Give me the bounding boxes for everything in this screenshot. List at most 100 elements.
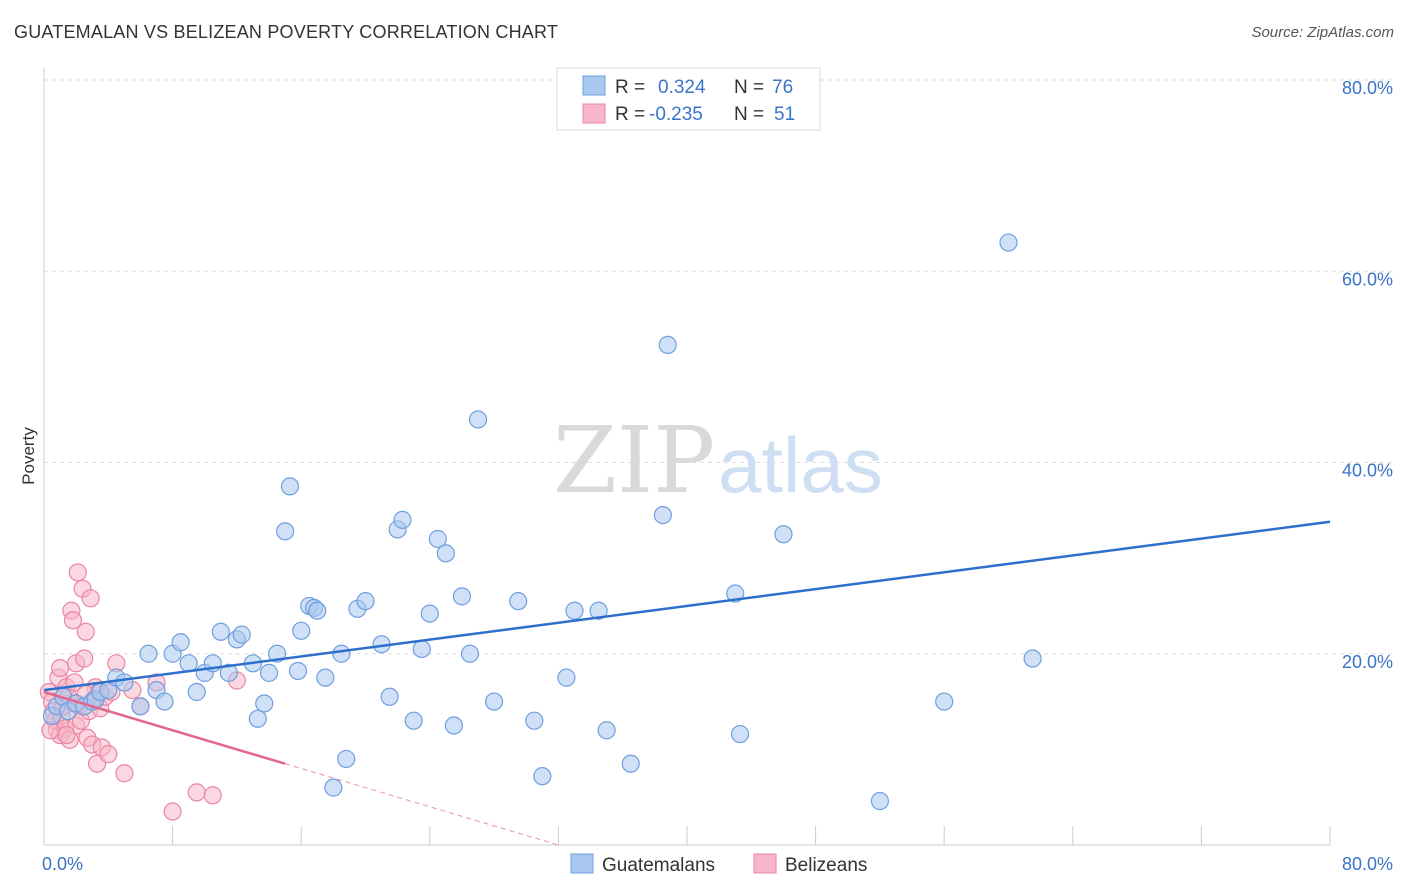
bottom-legend: Guatemalans Belizeans (570, 853, 867, 876)
guatemalans-point-19 (187, 682, 206, 702)
guatemalans-point-52 (436, 544, 455, 563)
guatemalans-point-31 (276, 522, 295, 541)
guatemalans-point-45 (380, 687, 399, 706)
guatemalans-point-64 (597, 721, 616, 740)
trend-lines (43, 520, 1331, 846)
legend-r-value-2: -0.235 (649, 104, 703, 125)
guatemalans-point-59 (525, 711, 544, 730)
guatemalans-point-49 (412, 639, 431, 659)
guatemalans-point-37 (308, 601, 327, 620)
belizeans-point-24 (76, 622, 95, 641)
guatemalans-point-29 (259, 663, 279, 682)
watermark-atlas: atlas (718, 421, 883, 509)
belizeans-point-43 (163, 802, 182, 821)
guatemalans-point-65 (621, 754, 640, 773)
belizeans-trend-extension (284, 763, 559, 846)
belizeans-point-36 (99, 745, 118, 764)
guatemalans-point-67 (658, 335, 677, 354)
axes (43, 68, 1331, 846)
guatemalans-point-34 (292, 621, 311, 640)
watermark-zip: ZIP (553, 407, 715, 514)
guatemalans-point-57 (485, 692, 504, 711)
legend-swatch-blue (582, 75, 606, 96)
guatemalans-point-48 (404, 711, 423, 730)
guatemalans-point-56 (468, 410, 488, 429)
guatemalans-point-33 (288, 661, 308, 681)
guatemalans-point-47 (393, 510, 412, 529)
legend-r-label-2: R = (615, 104, 645, 125)
guatemalans-point-41 (337, 749, 356, 769)
guatemalans-point-43 (356, 592, 375, 611)
chart-title: GUATEMALAN VS BELIZEAN POVERTY CORRELATI… (14, 22, 559, 42)
belizeans-point-39 (115, 764, 134, 783)
guatemalans-point-17 (171, 633, 190, 652)
belizeans-point-44 (187, 783, 206, 802)
guatemalans-point-73 (999, 233, 1018, 252)
belizeans-point-15 (63, 611, 83, 630)
guatemalans-point-22 (211, 622, 230, 641)
guatemalans-point-25 (232, 625, 251, 644)
guatemalans-point-53 (444, 716, 464, 735)
guatemalans-point-15 (155, 692, 174, 711)
guatemalans-point-38 (316, 668, 335, 687)
guatemalans-point-66 (653, 505, 672, 525)
bottom-legend-guatemalans: Guatemalans (602, 855, 715, 876)
guatemalans-point-51 (428, 529, 447, 549)
x-tick-label-min: 0.0% (42, 854, 83, 874)
source-label: Source: ZipAtlas.com (1251, 24, 1394, 41)
y-tick-label-80: 80.0% (1342, 78, 1393, 98)
legend-r-label-1: R = (615, 77, 645, 98)
x-tick-label-max: 80.0% (1342, 854, 1393, 874)
guatemalans-point-50 (420, 604, 439, 623)
legend-n-label-1: N = (734, 77, 764, 98)
belizeans-point-7 (50, 658, 70, 678)
guatemalans-point-23 (219, 663, 238, 682)
guatemalans-point-27 (248, 709, 267, 728)
y-tick-label-20: 20.0% (1342, 652, 1393, 672)
guatemalans-points (42, 233, 1042, 811)
guatemalans-point-32 (280, 477, 300, 496)
belizeans-point-27 (81, 589, 100, 608)
y-tick-label-40: 40.0% (1342, 461, 1393, 481)
bottom-legend-belizeans: Belizeans (785, 855, 867, 876)
guatemalans-point-12 (131, 697, 150, 716)
legend-n-value-1: 76 (772, 77, 793, 98)
guatemalans-point-39 (324, 778, 343, 797)
guatemalans-point-72 (935, 692, 954, 711)
guatemalans-point-40 (332, 644, 351, 663)
legend-n-value-2: 51 (774, 104, 795, 125)
bottom-legend-swatch-pink (753, 853, 777, 874)
guatemalans-point-62 (565, 601, 584, 620)
legend-n-label-2: N = (734, 104, 764, 125)
guatemalans-point-61 (557, 668, 576, 687)
belizeans-points (39, 563, 246, 821)
belizeans-point-19 (68, 563, 87, 582)
legend-r-value-1: 0.324 (658, 77, 706, 98)
guatemalans-point-70 (774, 525, 793, 544)
guatemalans-point-58 (509, 592, 528, 611)
guatemalans-point-11 (115, 673, 134, 692)
guatemalans-point-55 (460, 644, 480, 663)
guatemalans-point-69 (730, 724, 750, 744)
legend-swatch-pink (582, 103, 606, 124)
guatemalans-point-60 (533, 767, 552, 786)
guatemalans-point-63 (589, 601, 608, 620)
legend: R = 0.324 N = 76 R = -0.235 N = 51 (556, 67, 821, 131)
tick-labels: 20.0% 40.0% 60.0% 80.0% 0.0% 80.0% (42, 78, 1393, 874)
bottom-legend-swatch-blue (570, 853, 594, 874)
y-tick-label-60: 60.0% (1342, 269, 1393, 289)
grid-lines (44, 79, 1392, 655)
guatemalans-point-74 (1023, 649, 1042, 668)
belizeans-point-45 (203, 786, 222, 805)
guatemalans-trend-line (43, 520, 1331, 692)
watermark: ZIP atlas (553, 407, 883, 514)
belizeans-point-47 (57, 725, 76, 745)
y-axis-label: Poverty (19, 427, 38, 485)
guatemalans-point-68 (726, 584, 745, 603)
guatemalans-point-54 (452, 587, 472, 606)
guatemalans-point-28 (255, 694, 274, 713)
guatemalans-point-71 (870, 791, 890, 811)
belizeans-trend-line (43, 690, 286, 765)
guatemalans-point-13 (139, 644, 158, 663)
